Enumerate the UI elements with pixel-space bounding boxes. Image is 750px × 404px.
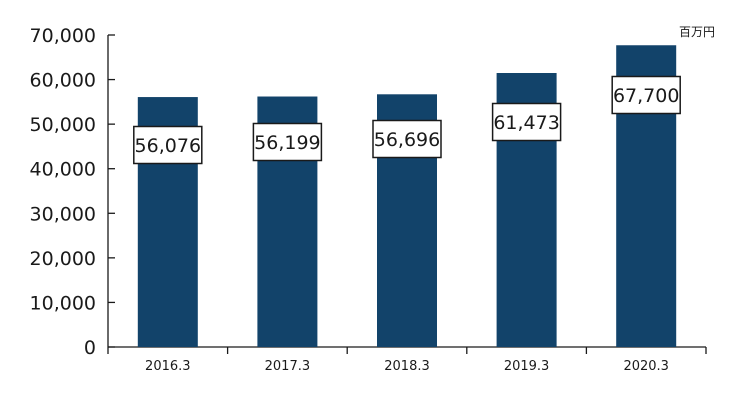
data-label-box	[252, 122, 323, 162]
y-tick-label: 20,000	[30, 248, 96, 270]
y-tick-label: 0	[84, 337, 96, 359]
data-label: 56,696	[374, 129, 440, 151]
data-label: 56,076	[135, 135, 201, 157]
y-tick-label: 40,000	[30, 159, 96, 181]
y-tick-label: 50,000	[30, 114, 96, 136]
data-label: 67,700	[613, 85, 679, 107]
data-label: 56,199	[254, 132, 320, 154]
y-tick-label: 10,000	[30, 292, 96, 314]
data-label-box	[611, 75, 681, 115]
data-label-box	[491, 102, 562, 142]
x-tick-label: 2016.3	[145, 359, 191, 374]
data-label-box	[372, 119, 442, 159]
data-label-box	[133, 125, 203, 165]
y-tick-label: 60,000	[30, 70, 96, 92]
x-tick-label: 2019.3	[504, 359, 550, 374]
y-tick-label: 70,000	[30, 25, 96, 47]
y-tick-label: 30,000	[30, 203, 96, 225]
data-label: 61,473	[493, 112, 559, 134]
x-tick-label: 2017.3	[265, 359, 311, 374]
unit-label: 百万円	[679, 25, 715, 39]
x-tick-label: 2018.3	[384, 359, 430, 374]
x-tick-label: 2020.3	[623, 359, 669, 374]
